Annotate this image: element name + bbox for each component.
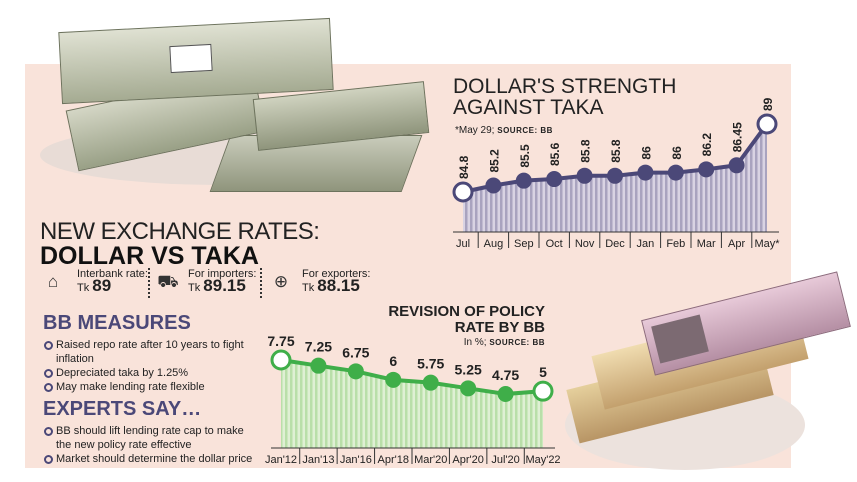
policy-chart-title: REVISION OF POLICY RATE BY BB [388,303,545,336]
x-tick-label: Jul [456,238,470,250]
experts-title: EXPERTS SAY… [43,398,202,420]
data-label: 5.25 [455,361,482,377]
data-point [667,164,684,181]
data-point [698,161,715,178]
list-item: Market should determine the dollar price [43,452,258,466]
data-point [270,349,292,371]
x-tick-label: Nov [575,238,595,250]
data-label: 89 [761,97,775,111]
data-label: 6 [389,353,397,369]
bank-network-icon: ⌂ [47,272,59,291]
cargo-truck-icon: ⛟ [157,272,179,291]
data-label: 85.8 [609,139,623,163]
area-fill [281,360,543,448]
importers-rate: For importers: Tk 89.15 [188,268,257,295]
x-tick-label: Dec [605,238,625,250]
dollar-chart-title: DOLLAR'S STRENGTH AGAINST TAKA [453,75,677,119]
list-item: BB should lift lending rate cap to make … [43,424,258,452]
x-tick-label: May* [754,238,780,250]
interbank-rate: Interbank rate: Tk 89 [77,268,148,295]
x-tick-label: Jan'13 [302,454,334,466]
globe-plane-icon: ⊕ [273,272,289,291]
x-tick-label: Jan [637,238,655,250]
data-point [310,357,327,374]
data-point [756,113,778,135]
x-tick-label: Apr [728,238,745,250]
data-point [422,374,439,391]
bb-measures-title: BB MEASURES [43,312,191,334]
x-tick-label: Oct [546,238,563,250]
x-tick-label: Feb [666,238,685,250]
data-point [546,171,563,188]
data-point [607,167,623,184]
x-tick-label: Sep [514,238,534,250]
x-tick-label: Jan'16 [340,454,372,466]
data-point [485,177,502,194]
page-title-line1: NEW EXCHANGE RATES: [40,218,320,245]
data-label: 86.2 [700,133,714,157]
page-title-line2: DOLLAR VS TAKA [40,242,259,270]
data-point [460,380,477,397]
data-point [637,164,654,181]
data-label: 6.75 [342,344,369,360]
list-item: Raised repo rate after 10 years to fight… [43,338,273,366]
data-label: 7.25 [305,339,332,355]
data-point [385,371,402,388]
data-point [347,363,364,380]
data-point [532,380,554,402]
data-label: 85.8 [579,139,593,163]
data-label: 85.6 [548,142,562,166]
dollar-stacks-illustration [40,5,430,200]
list-item: Depreciated taka by 1.25% [43,366,273,380]
dollar-chart: 84.8 Jul 85.2 Aug 85.5 Sep 85.6 Oct 85.8 Nov 85.8 D… [452,97,780,250]
data-label: 85.2 [487,149,501,173]
data-label: 7.75 [267,333,294,349]
bb-measures-list: Raised repo rate after 10 years to fight… [43,338,273,394]
data-point [497,386,514,402]
x-tick-label: Apr'18 [378,454,409,466]
x-tick-label: May'22 [525,454,560,466]
x-tick-label: Apr'20 [452,454,483,466]
data-label: 86 [639,146,653,160]
data-point [728,157,745,174]
list-item: May make lending rate flexible [43,380,273,394]
data-label: 5 [539,364,547,380]
data-label: 85.5 [518,144,532,168]
taka-stacks-illustration [555,270,855,480]
data-point [452,181,474,203]
divider [148,268,150,298]
x-tick-label: Mar [697,238,716,250]
policy-chart-note: In %; SOURCE: BB [463,337,545,348]
data-point [576,167,593,184]
data-label: 4.75 [492,367,519,383]
dollar-chart-note: *May 29; SOURCE: BB [455,125,553,136]
experts-list: BB should lift lending rate cap to make … [43,424,258,466]
exporters-rate: For exporters: Tk 88.15 [302,268,371,295]
data-point [515,172,532,189]
x-tick-label: Aug [484,238,504,250]
x-tick-label: Jan'12 [265,454,297,466]
policy-chart: 7.75 Jan'12 7.25 Jan'13 6.75 Jan'16 6 Apr'18 5.7… [265,333,561,466]
data-label: 5.75 [417,356,444,372]
data-label: 86 [670,146,684,160]
data-label: 86.45 [731,122,745,152]
data-label: 84.8 [457,155,471,179]
x-tick-label: Jul'20 [491,454,519,466]
divider [260,268,262,298]
x-tick-label: Mar'20 [414,454,447,466]
